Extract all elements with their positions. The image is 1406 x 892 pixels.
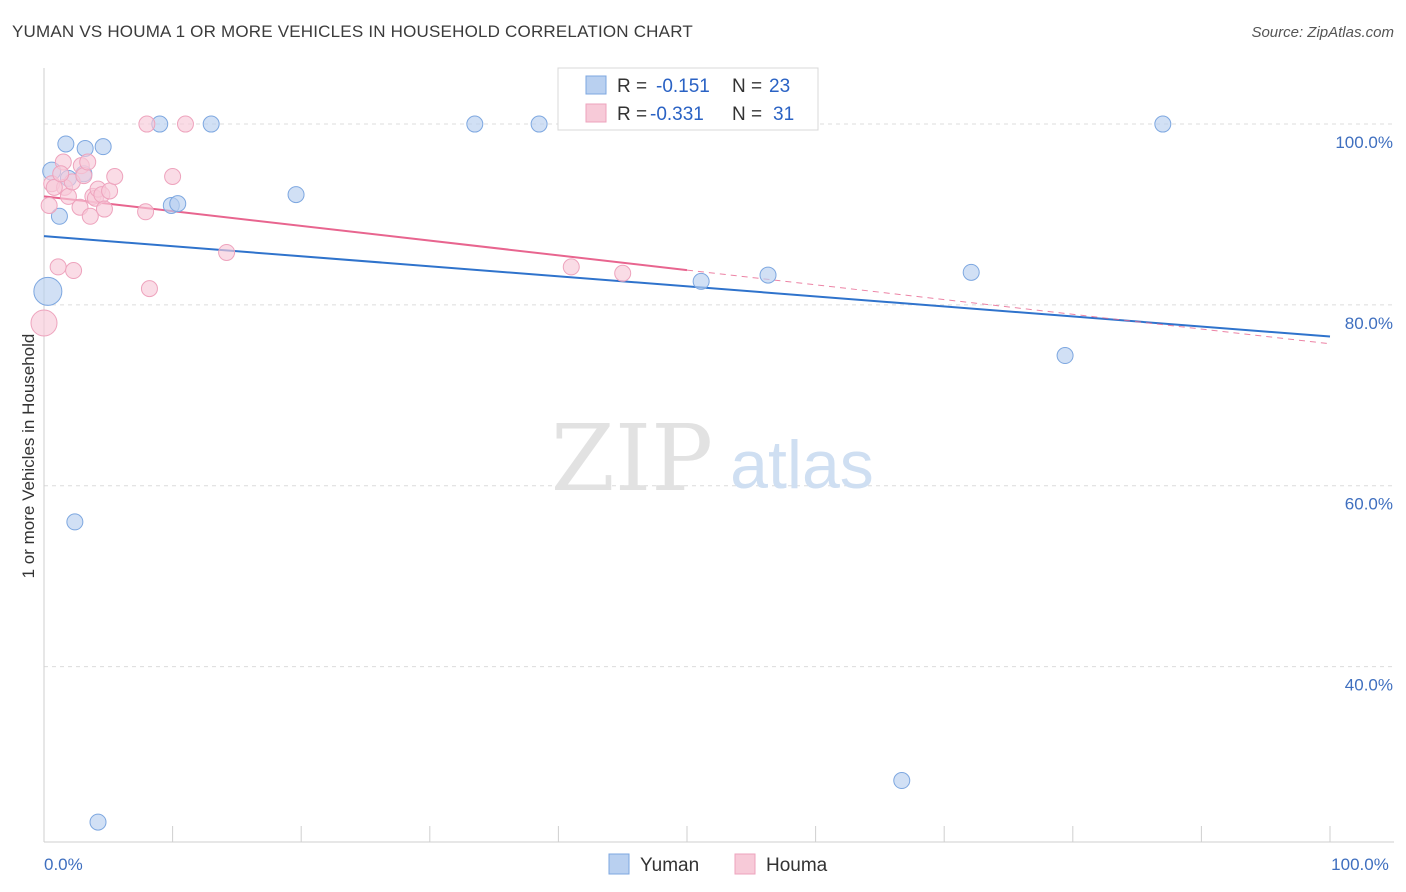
legend-yuman-r-value: -0.151 [656, 76, 710, 97]
bottom-legend: Yuman Houma [608, 853, 828, 876]
bottom-legend-swatch-houma [734, 853, 756, 875]
point-houma [81, 207, 99, 225]
point-yuman [893, 772, 911, 790]
point-yuman [57, 135, 75, 153]
y-tick-labels: 100.0% 80.0% 60.0% 40.0% [1335, 133, 1393, 695]
x-tick-label: 0.0% [44, 855, 83, 874]
bottom-legend-swatch-yuman [608, 853, 630, 875]
point-houma [562, 258, 580, 276]
trend-line-extension-houma [686, 269, 1331, 345]
legend-swatch-houma [585, 103, 607, 123]
point-houma [49, 258, 67, 276]
watermark-zip: ZIP [551, 405, 713, 512]
point-yuman [66, 513, 84, 531]
point-houma [140, 280, 158, 298]
point-yuman [33, 276, 63, 306]
data-points [30, 115, 1172, 831]
y-tick-label: 80.0% [1345, 314, 1393, 333]
point-yuman [89, 813, 107, 831]
legend-swatch-yuman [585, 75, 607, 95]
point-houma [218, 243, 236, 261]
y-tick-label: 60.0% [1345, 495, 1393, 514]
bottom-legend-yuman: Yuman [640, 855, 699, 876]
point-houma [176, 115, 194, 133]
y-axis-title: 1 or more Vehicles in Household [19, 334, 38, 579]
point-houma [45, 178, 63, 196]
trend-line-yuman [43, 235, 1331, 338]
point-houma [30, 309, 58, 337]
point-yuman [759, 266, 777, 284]
bottom-legend-houma: Houma [766, 855, 828, 876]
point-yuman [466, 115, 484, 133]
point-houma [106, 168, 124, 186]
point-houma [79, 153, 97, 171]
legend-houma-r-value: -0.331 [650, 104, 704, 125]
point-yuman [530, 115, 548, 133]
watermark-atlas: atlas [730, 427, 874, 503]
point-yuman [287, 186, 305, 204]
y-tick-label: 100.0% [1335, 133, 1393, 152]
point-houma [138, 115, 156, 133]
point-yuman [202, 115, 220, 133]
point-houma [137, 203, 155, 221]
point-houma [164, 168, 182, 186]
x-tick-labels: 0.0% 100.0% [44, 855, 1389, 874]
legend-houma-n-value: 31 [773, 104, 794, 125]
point-yuman [94, 138, 112, 156]
source-credit: Source: ZipAtlas.com [1251, 24, 1394, 41]
point-houma [101, 182, 119, 200]
point-houma [65, 262, 83, 280]
point-yuman [962, 263, 980, 281]
trend-lines [43, 195, 1331, 345]
axes [43, 68, 1394, 843]
chart-title: YUMAN VS HOUMA 1 OR MORE VEHICLES IN HOU… [12, 22, 693, 41]
point-yuman [169, 195, 187, 213]
point-yuman [1056, 347, 1074, 365]
watermark: ZIP atlas [551, 405, 874, 512]
point-houma [614, 264, 632, 282]
y-tick-label: 40.0% [1345, 676, 1393, 695]
point-houma [52, 165, 70, 183]
point-yuman [692, 272, 710, 290]
legend-houma-r-label: R = [617, 104, 647, 125]
point-houma [95, 200, 113, 218]
legend-yuman-n-label: N = [732, 76, 762, 97]
legend-yuman-r-label: R = [617, 76, 647, 97]
legend-houma-n-label: N = [732, 104, 762, 125]
grid [44, 123, 1394, 668]
point-yuman [50, 207, 68, 225]
point-yuman [1154, 115, 1172, 133]
legend-yuman-n-value: 23 [769, 76, 790, 97]
point-houma [40, 196, 58, 214]
x-tick-label: 100.0% [1331, 855, 1389, 874]
stats-legend: R = -0.151 N = 23 R = -0.331 N = 31 [557, 67, 819, 131]
